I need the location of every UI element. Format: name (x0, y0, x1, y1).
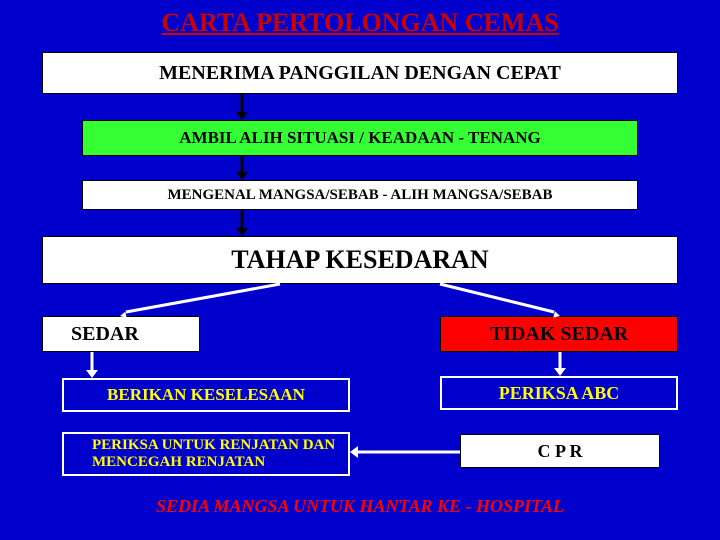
flowchart-canvas: { "layout": { "width": 720, "height": 54… (0, 0, 720, 540)
box-give-comfort: BERIKAN KESELESAAN (62, 378, 350, 412)
box-receive-call: MENERIMA PANGGILAN DENGAN CEPAT (42, 52, 678, 94)
box-label: C P R (538, 441, 583, 462)
box-label: SEDAR (71, 323, 139, 346)
box-cpr: C P R (460, 434, 660, 468)
box-conscious: SEDAR (42, 316, 200, 352)
box-label: MENGENAL MANGSA/SEBAB - ALIH MANGSA/SEBA… (167, 187, 552, 204)
footer-text: SEDIA MANGSA UNTUK HANTAR KE - HOSPITAL (0, 496, 720, 517)
chart-title: CARTA PERTOLONGAN CEMAS (0, 8, 720, 38)
box-label: AMBIL ALIH SITUASI / KEADAAN - TENANG (179, 128, 540, 148)
box-label: MENERIMA PANGGILAN DENGAN CEPAT (159, 62, 561, 85)
box-label: PERIKSA ABC (499, 383, 620, 404)
box-check-shock: PERIKSA UNTUK RENJATAN DAN MENCEGAH RENJ… (62, 432, 350, 476)
box-check-abc: PERIKSA ABC (440, 376, 678, 410)
box-take-over: AMBIL ALIH SITUASI / KEADAAN - TENANG (82, 120, 638, 156)
box-identify-victim: MENGENAL MANGSA/SEBAB - ALIH MANGSA/SEBA… (82, 180, 638, 210)
box-label: PERIKSA UNTUK RENJATAN DAN MENCEGAH RENJ… (92, 437, 348, 471)
box-unconscious: TIDAK SEDAR (440, 316, 678, 352)
box-consciousness: TAHAP KESEDARAN (42, 236, 678, 284)
box-label: TIDAK SEDAR (490, 323, 628, 346)
box-label: TAHAP KESEDARAN (231, 245, 488, 275)
box-label: BERIKAN KESELESAAN (107, 385, 305, 405)
